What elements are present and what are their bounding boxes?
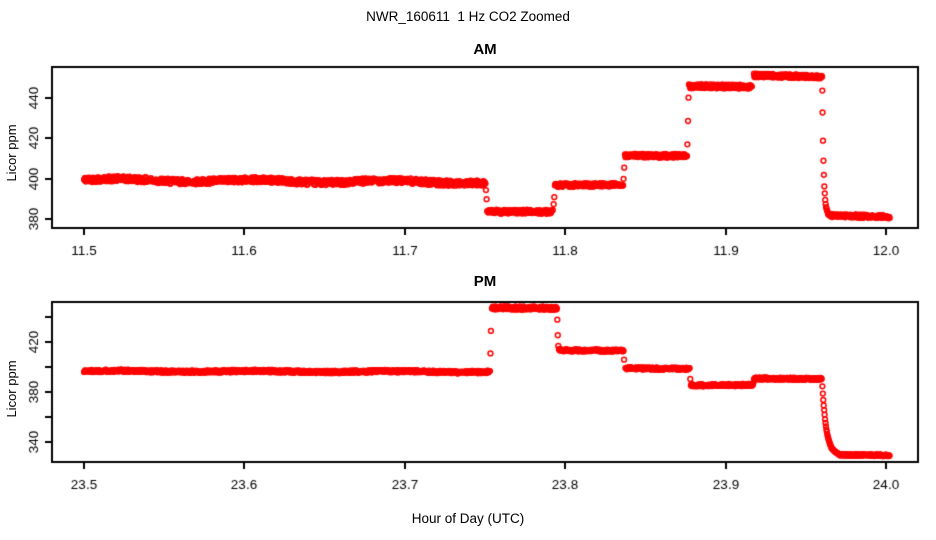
main-title: NWR_160611 1 Hz CO2 Zoomed — [366, 9, 570, 24]
x-axis-label: Hour of Day (UTC) — [411, 511, 525, 526]
pm-panel-title: PM — [473, 273, 497, 290]
pm-y-axis-label: Licor ppm — [4, 360, 19, 418]
am-y-axis-label: Licor ppm — [4, 124, 19, 182]
am-panel-title: AM — [473, 41, 497, 58]
